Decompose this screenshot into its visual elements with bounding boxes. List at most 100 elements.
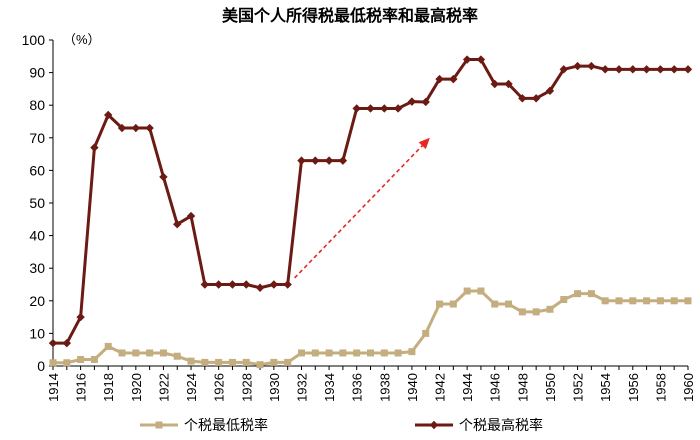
y-tick-label: 40 [29,228,45,244]
x-tick-label: 1932 [294,373,309,402]
data-point [352,104,361,113]
data-point [504,79,513,89]
data-point [297,156,306,165]
data-point [256,361,264,369]
y-tick-label: 90 [29,65,45,81]
data-point [353,349,361,357]
x-tick-label: 1928 [239,373,254,402]
x-tick-label: 1914 [46,373,61,402]
y-tick-label: 0 [37,358,45,374]
series-line [53,58,688,345]
data-point [669,65,679,74]
data-point [159,349,167,357]
data-point [104,342,112,350]
data-point [90,355,98,363]
series-1 [49,287,692,369]
data-point [90,143,99,152]
data-point [117,123,127,133]
legend-item-1: 个税最低税率 [140,417,268,434]
y-tick-label: 100 [22,32,46,48]
data-point [614,65,624,74]
data-point [48,338,58,348]
x-tick-label: 1948 [515,373,530,402]
data-point [394,349,402,357]
data-point [629,297,637,305]
x-tick-label: 1940 [405,373,420,402]
x-tick-label: 1922 [156,373,171,402]
plot-area [48,55,693,369]
data-point [380,349,388,357]
data-point [476,55,486,64]
chart-title: 美国个人所得税最低税率和最高税率 [221,6,478,25]
x-tick-label: 1936 [350,373,365,402]
data-point [573,61,582,71]
data-point [683,65,693,74]
data-point [490,79,499,89]
data-point [297,349,305,357]
y-tick-label: 10 [29,325,45,341]
data-point [228,358,236,366]
data-point [104,110,113,120]
data-point [201,358,209,366]
data-point [270,358,278,366]
legend-item-2: 个税最高税率 [415,417,543,434]
data-point [601,297,609,305]
data-point [311,156,320,165]
data-point [118,349,126,357]
data-point [311,349,319,357]
data-point [186,211,196,221]
data-point [684,297,692,305]
data-point [422,329,430,337]
x-tick-label: 1934 [322,373,337,402]
data-point [436,300,444,308]
data-point [393,104,403,113]
x-tick-label: 1946 [488,373,503,402]
data-point [532,308,540,316]
data-point [560,295,568,303]
data-point [656,65,665,74]
x-tick-label: 1924 [184,373,199,402]
data-point [670,297,678,305]
legend: 个税最低税率 个税最高税率 [140,417,543,434]
data-point [214,280,223,289]
data-point [449,74,458,84]
data-point [559,65,568,74]
trend-annotation [294,137,431,279]
series-2 [48,55,693,348]
data-point [324,156,334,165]
data-point [462,55,472,64]
data-point [656,297,664,305]
x-tick-label: 1916 [74,373,89,402]
data-point [255,283,265,292]
data-point [283,280,292,289]
data-point [215,358,223,366]
x-tick-label: 1952 [571,373,586,402]
data-point [518,94,527,103]
y-tick-label: 70 [29,130,45,146]
data-point [463,287,471,295]
data-point [269,280,279,289]
data-point [145,123,154,133]
x-tick-label: 1960 [681,373,696,402]
data-point [242,358,250,366]
data-point [242,280,251,289]
legend-label: 个税最高税率 [459,417,543,434]
legend-label: 个税最低税率 [184,417,268,434]
data-point [518,308,526,316]
y-tick-label: 50 [29,195,45,211]
x-tick-label: 1926 [212,373,227,402]
data-point [284,358,292,366]
x-tick-label: 1938 [377,373,392,402]
data-point [159,172,168,182]
x-tick-label: 1954 [598,373,613,402]
data-point [132,349,140,357]
data-point [339,349,347,357]
x-tick-label: 1956 [626,373,641,402]
data-point [131,123,141,133]
data-point [187,357,195,365]
data-point [491,300,499,308]
data-point [531,94,541,103]
data-point [228,280,237,289]
